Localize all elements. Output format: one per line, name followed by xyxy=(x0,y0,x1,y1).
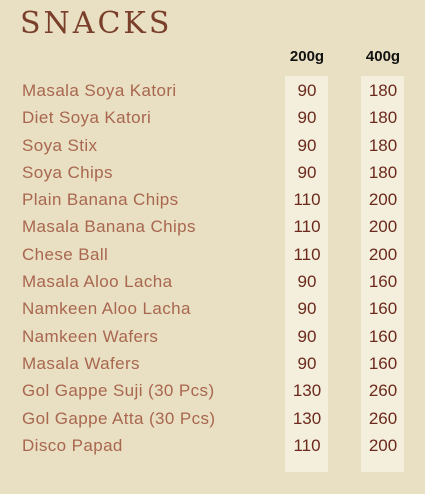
price-400g: 200 xyxy=(368,435,398,455)
item-name: Namkeen Wafers xyxy=(22,326,159,346)
menu-row: Namkeen Aloo Lacha 90 160 xyxy=(0,295,425,322)
price-200g: 90 xyxy=(297,353,317,373)
price-200g: 110 xyxy=(293,244,321,264)
price-200g: 90 xyxy=(297,162,317,182)
price-200g: 110 xyxy=(293,435,321,455)
price-400g: 180 xyxy=(368,162,398,182)
item-name: Diet Soya Katori xyxy=(22,108,152,128)
menu-list: Masala Soya Katori 90 180 Diet Soya Kato… xyxy=(0,77,425,459)
item-name: Masala Soya Katori xyxy=(22,81,177,100)
price-200g: 110 xyxy=(293,217,321,237)
price-200g: 110 xyxy=(293,190,321,210)
item-name: Soya Chips xyxy=(22,162,113,182)
price-200g: 130 xyxy=(292,381,322,401)
price-400g: 160 xyxy=(368,299,398,319)
menu-row: Masala Wafers 90 160 xyxy=(0,350,425,377)
item-name: Chese Ball xyxy=(22,244,109,264)
price-200g: 90 xyxy=(297,299,317,319)
price-400g: 200 xyxy=(368,190,398,210)
item-name: Plain Banana Chips xyxy=(22,190,179,210)
menu-row: Masala Aloo Lacha 90 160 xyxy=(0,268,425,295)
menu-row: Masala Banana Chips 110 200 xyxy=(0,213,425,240)
menu-row: Chese Ball 110 200 xyxy=(0,241,425,268)
price-400g: 260 xyxy=(368,408,398,428)
menu-row: Gol Gappe Atta (30 Pcs) 130 260 xyxy=(0,405,425,432)
menu-row: Gol Gappe Suji (30 Pcs) 130 260 xyxy=(0,377,425,404)
price-400g: 200 xyxy=(368,244,398,264)
price-400g: 200 xyxy=(368,217,398,237)
price-400g: 160 xyxy=(368,272,398,292)
item-name: Masala Aloo Lacha xyxy=(22,272,173,292)
price-column-200g-background xyxy=(285,76,328,472)
menu-row: Plain Banana Chips 110 200 xyxy=(0,186,425,213)
item-name: Masala Wafers xyxy=(22,353,140,373)
column-header-200g: 200g xyxy=(289,48,325,65)
menu-row: Diet Soya Katori 90 180 xyxy=(0,104,425,131)
price-200g: 90 xyxy=(297,326,317,346)
item-name: Masala Banana Chips xyxy=(22,217,196,237)
menu-row: Namkeen Wafers 90 160 xyxy=(0,323,425,350)
price-400g: 160 xyxy=(368,326,398,346)
price-400g: 160 xyxy=(368,353,398,373)
item-name: Soya Stix xyxy=(22,135,98,155)
item-name: Gol Gappe Suji (30 Pcs) xyxy=(22,381,215,401)
column-header-400g: 400g xyxy=(365,48,401,65)
price-200g: 90 xyxy=(297,272,317,292)
price-200g: 90 xyxy=(297,108,317,128)
item-name: Disco Papad xyxy=(22,435,123,455)
price-400g: 180 xyxy=(368,108,398,128)
item-name: Namkeen Aloo Lacha xyxy=(22,299,191,319)
price-200g: 90 xyxy=(297,135,317,155)
price-400g: 180 xyxy=(368,135,398,155)
menu-row: Disco Papad 110 200 xyxy=(0,432,425,459)
price-200g: 90 xyxy=(297,81,317,100)
price-400g: 180 xyxy=(368,81,398,100)
menu-row: Masala Soya Katori 90 180 xyxy=(0,77,425,104)
menu-row: Soya Stix 90 180 xyxy=(0,132,425,159)
menu-row: Soya Chips 90 180 xyxy=(0,159,425,186)
menu-title: SNACKS xyxy=(20,6,173,41)
price-column-400g-background xyxy=(361,76,404,472)
item-name: Gol Gappe Atta (30 Pcs) xyxy=(22,408,216,428)
price-200g: 130 xyxy=(292,408,322,428)
price-400g: 260 xyxy=(368,381,398,401)
